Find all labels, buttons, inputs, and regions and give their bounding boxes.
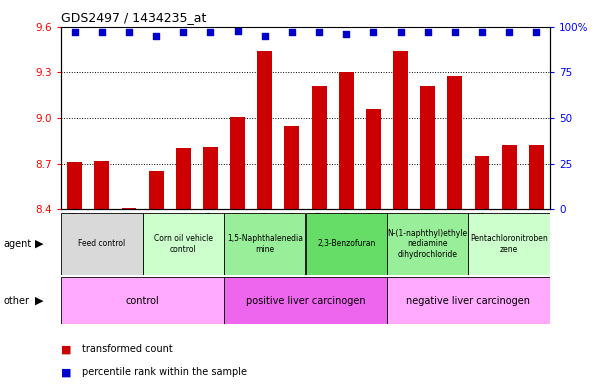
- Bar: [475, 156, 489, 209]
- Bar: [312, 86, 326, 209]
- Text: N-(1-naphthyl)ethyle
nediamine
dihydrochloride: N-(1-naphthyl)ethyle nediamine dihydroch…: [387, 229, 468, 259]
- Bar: [224, 277, 387, 324]
- Bar: [366, 109, 381, 209]
- Point: [342, 31, 351, 37]
- Bar: [306, 213, 387, 275]
- Bar: [176, 149, 191, 209]
- Bar: [257, 51, 273, 209]
- Point: [396, 29, 406, 35]
- Bar: [447, 76, 463, 209]
- Text: negative liver carcinogen: negative liver carcinogen: [406, 296, 530, 306]
- Point: [368, 29, 378, 35]
- Bar: [61, 277, 224, 324]
- Text: transformed count: transformed count: [82, 344, 174, 354]
- Text: 2,3-Benzofuran: 2,3-Benzofuran: [317, 239, 375, 248]
- Text: ■: ■: [61, 344, 71, 354]
- Bar: [420, 86, 435, 209]
- Point: [152, 33, 161, 39]
- Bar: [67, 162, 82, 209]
- Point: [477, 29, 487, 35]
- Point: [423, 29, 433, 35]
- Bar: [122, 208, 136, 209]
- Text: positive liver carcinogen: positive liver carcinogen: [246, 296, 365, 306]
- Text: agent: agent: [3, 239, 31, 249]
- Text: Feed control: Feed control: [78, 239, 125, 248]
- Point: [287, 29, 297, 35]
- Point: [97, 29, 107, 35]
- Text: control: control: [126, 296, 159, 306]
- Point: [260, 33, 269, 39]
- Text: 1,5-Naphthalenedia
mine: 1,5-Naphthalenedia mine: [227, 234, 303, 253]
- Text: Corn oil vehicle
control: Corn oil vehicle control: [154, 234, 213, 253]
- Point: [314, 29, 324, 35]
- Point: [205, 29, 215, 35]
- Point: [532, 29, 541, 35]
- Bar: [142, 213, 224, 275]
- Point: [124, 29, 134, 35]
- Text: ▶: ▶: [35, 296, 44, 306]
- Bar: [224, 213, 306, 275]
- Point: [233, 27, 243, 33]
- Point: [450, 29, 459, 35]
- Bar: [230, 117, 245, 209]
- Point: [504, 29, 514, 35]
- Point: [178, 29, 188, 35]
- Bar: [285, 126, 299, 209]
- Text: percentile rank within the sample: percentile rank within the sample: [82, 367, 247, 377]
- Bar: [61, 213, 142, 275]
- Bar: [203, 147, 218, 209]
- Point: [70, 29, 79, 35]
- Bar: [94, 161, 109, 209]
- Bar: [387, 277, 550, 324]
- Text: other: other: [3, 296, 29, 306]
- Bar: [393, 51, 408, 209]
- Bar: [529, 146, 544, 209]
- Text: Pentachloronitroben
zene: Pentachloronitroben zene: [470, 234, 548, 253]
- Text: ■: ■: [61, 367, 71, 377]
- Text: GDS2497 / 1434235_at: GDS2497 / 1434235_at: [61, 11, 207, 24]
- Bar: [338, 73, 354, 209]
- Bar: [502, 146, 517, 209]
- Bar: [469, 213, 550, 275]
- Bar: [148, 171, 164, 209]
- Bar: [387, 213, 469, 275]
- Text: ▶: ▶: [35, 239, 44, 249]
